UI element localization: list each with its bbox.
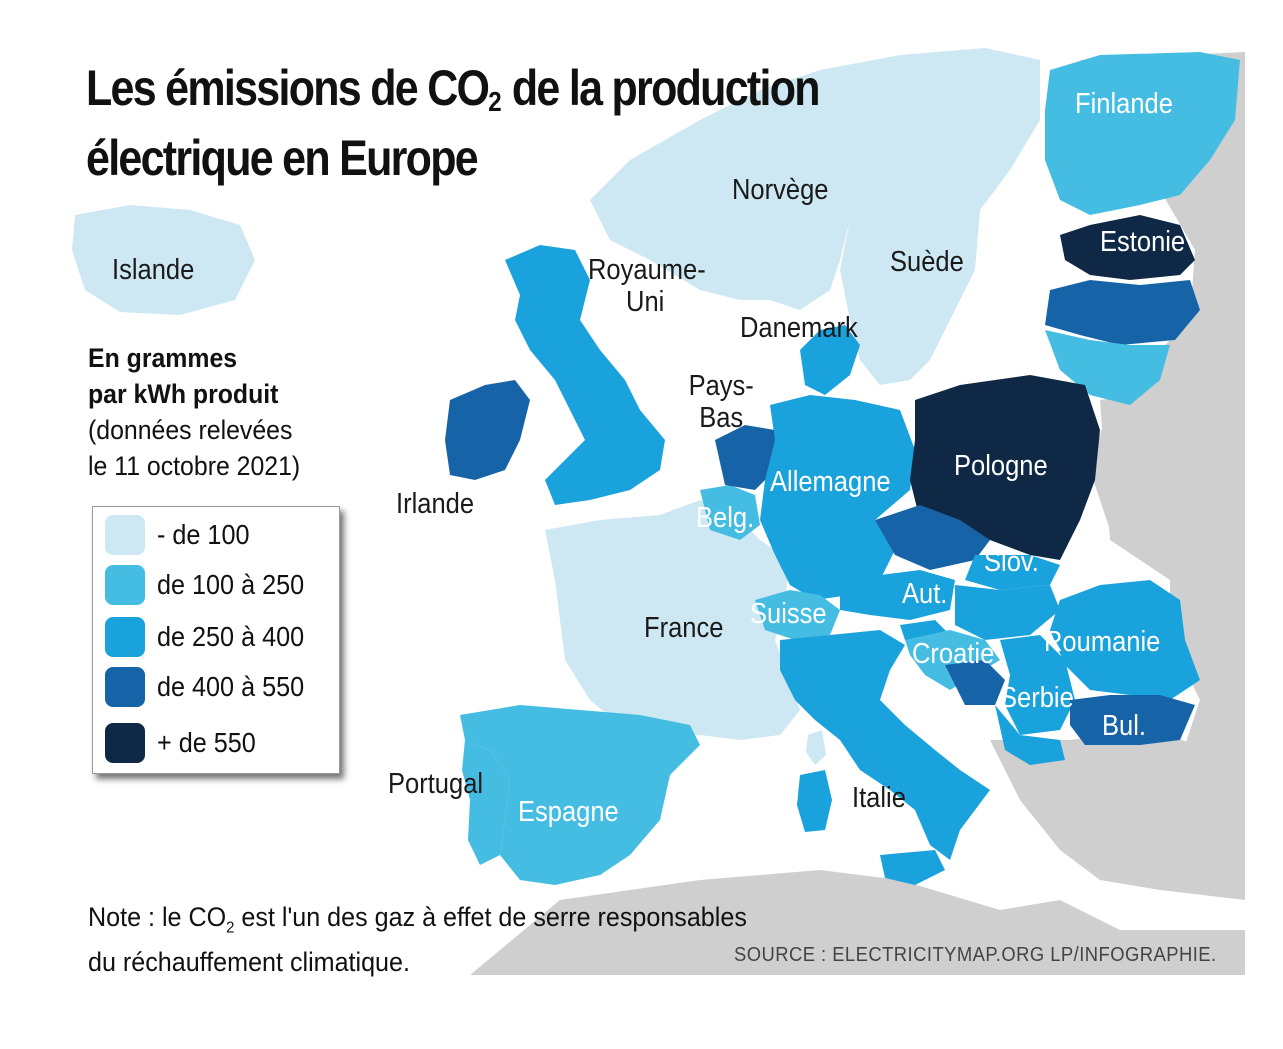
country-hongrie	[955, 585, 1060, 640]
country-croatie	[905, 630, 1000, 690]
country-belgique	[700, 485, 760, 540]
country-serbie	[1000, 635, 1075, 735]
footnote: Note : le CO2 est l'un des gaz à effet d…	[88, 900, 747, 979]
label-pays-bas-2: Bas	[699, 402, 744, 434]
label-italie: Italie	[852, 782, 906, 814]
legend-label: de 100 à 250	[157, 569, 305, 600]
label-pologne: Pologne	[954, 450, 1048, 482]
title-line1-post: de la production	[501, 60, 821, 116]
legend-swatch	[105, 515, 145, 555]
legend-label: de 250 à 400	[157, 621, 305, 652]
legend-item: de 250 à 400	[105, 617, 321, 657]
land-south-east	[990, 730, 1245, 900]
legend-swatch	[105, 565, 145, 605]
unit-line-3: (données relevées	[88, 415, 293, 445]
label-slovaquie: Slov.	[984, 546, 1039, 578]
label-estonie: Estonie	[1100, 226, 1186, 258]
label-royaume-uni-2: Uni	[626, 286, 665, 318]
country-danemark	[800, 325, 860, 395]
label-roumanie: Roumanie	[1044, 626, 1161, 658]
footnote-line1-pre: Note : le CO	[88, 902, 227, 932]
label-bulgarie: Bul.	[1102, 710, 1146, 742]
unit-line-2: par kWh produit	[88, 379, 279, 409]
footnote-line-2: du réchauffement climatique.	[88, 947, 410, 978]
legend-item: de 400 à 550	[105, 667, 321, 707]
legend-box: - de 100 de 100 à 250 de 250 à 400 de 40…	[92, 506, 340, 774]
country-estonie	[1060, 215, 1195, 280]
legend-label: - de 100	[157, 519, 250, 550]
country-italie	[780, 630, 990, 860]
title-line-1: Les émissions de CO2 de la production	[86, 60, 821, 130]
label-allemagne: Allemagne	[770, 466, 891, 498]
label-france: France	[644, 612, 724, 644]
country-finlande	[1045, 52, 1240, 215]
label-serbie: Serbie	[1000, 682, 1074, 714]
label-islande: Islande	[112, 254, 195, 286]
label-royaume-uni-1: Royaume-	[588, 254, 706, 286]
country-balkans-sud	[995, 705, 1065, 765]
label-pays-bas-1: Pays-	[688, 370, 754, 402]
legend-item: de 100 à 250	[105, 565, 321, 605]
legend-swatch	[105, 617, 145, 657]
country-france	[545, 500, 800, 740]
island-corse	[806, 730, 826, 765]
label-belgique: Belg.	[696, 502, 755, 534]
country-islande	[72, 205, 255, 315]
country-lettonie	[1045, 280, 1200, 345]
country-royaume-uni	[505, 245, 665, 505]
label-royaume-uni: Royaume- Uni	[588, 254, 706, 318]
label-finlande: Finlande	[1075, 88, 1173, 120]
country-bulgarie	[1070, 695, 1195, 745]
label-suede: Suède	[890, 246, 964, 278]
land-east	[1100, 380, 1245, 800]
country-tchequie	[875, 505, 990, 570]
country-lituanie	[1045, 330, 1170, 405]
label-danemark: Danemark	[740, 312, 858, 344]
legend-swatch	[105, 723, 145, 763]
country-allemagne	[760, 395, 915, 600]
label-croatie: Croatie	[912, 638, 995, 670]
legend-label: de 400 à 550	[157, 671, 305, 702]
legend-item: + de 550	[105, 723, 267, 763]
label-norvege: Norvège	[732, 174, 829, 206]
footnote-co2-subscript: 2	[226, 919, 235, 937]
country-autriche	[840, 570, 955, 620]
country-slovaquie	[965, 555, 1060, 590]
label-portugal: Portugal	[388, 768, 484, 800]
label-irlande: Irlande	[396, 488, 475, 520]
country-suede	[840, 48, 1040, 385]
country-pays-bas	[715, 425, 775, 490]
unit-description: En grammes par kWh produit (données rele…	[88, 340, 300, 484]
map-title: Les émissions de CO2 de la production él…	[86, 60, 821, 186]
island-sicile	[880, 850, 945, 885]
country-bosnie	[945, 660, 1005, 705]
country-roumanie	[1050, 580, 1200, 700]
legend-item: - de 100	[105, 515, 260, 555]
island-sardaigne	[797, 770, 832, 832]
legend-swatch	[105, 667, 145, 707]
footnote-line-1: Note : le CO2 est l'un des gaz à effet d…	[88, 900, 747, 945]
country-espagne	[460, 705, 700, 885]
title-line1-pre: Les émissions de CO	[86, 60, 490, 116]
label-espagne: Espagne	[518, 796, 619, 828]
unit-line-4: le 11 octobre 2021)	[88, 451, 301, 481]
country-norvege	[590, 48, 985, 310]
country-irlande	[445, 380, 530, 480]
label-autriche: Aut.	[902, 578, 948, 610]
country-pologne	[910, 375, 1100, 560]
label-pays-bas: Pays- Bas	[686, 370, 756, 434]
title-co2-subscript: 2	[488, 86, 502, 117]
country-suisse	[755, 590, 840, 640]
label-suisse: Suisse	[750, 598, 827, 630]
title-line-2: électrique en Europe	[86, 130, 479, 186]
country-portugal	[462, 740, 510, 865]
footnote-line1-post: est l'un des gaz à effet de serre respon…	[234, 902, 747, 932]
legend-label: + de 550	[157, 727, 256, 758]
land-north-africa	[470, 870, 1245, 975]
unit-line-1: En grammes	[88, 343, 238, 373]
source-credit: SOURCE : ELECTRICITYMAP.ORG LP/INFOGRAPH…	[734, 944, 1217, 966]
